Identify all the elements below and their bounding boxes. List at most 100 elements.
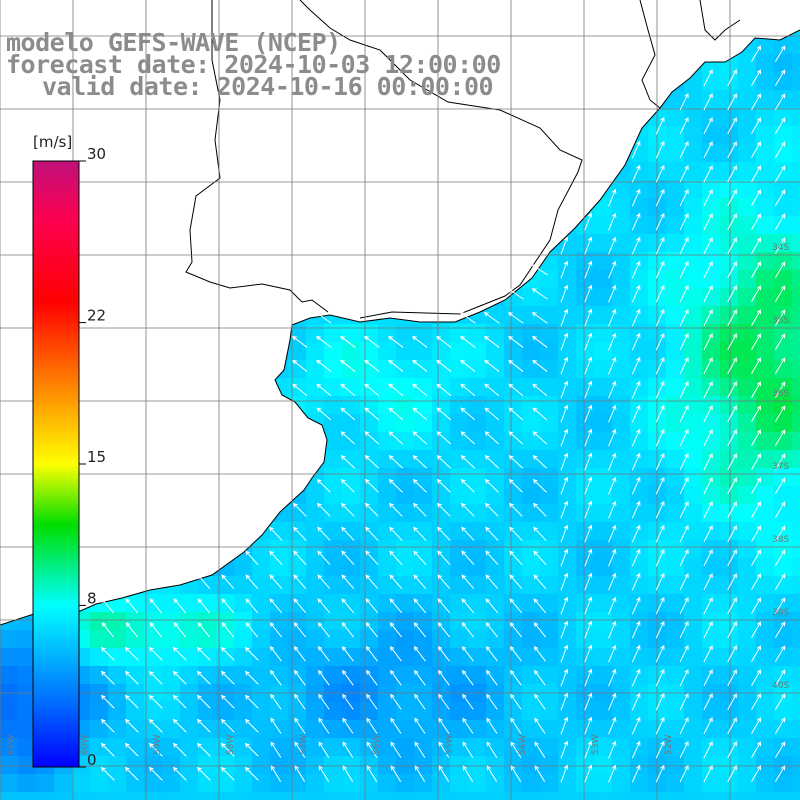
wind-arrow bbox=[340, 407, 356, 421]
wind-arrow bbox=[560, 404, 569, 423]
field-cell bbox=[450, 342, 469, 361]
longitude-label: 56W bbox=[372, 735, 382, 755]
wind-arrow bbox=[124, 646, 139, 661]
field-cell bbox=[234, 648, 253, 667]
field-cell bbox=[252, 756, 271, 775]
wind-arrow bbox=[484, 502, 499, 517]
wind-arrow bbox=[608, 380, 617, 399]
wind-arrow bbox=[460, 383, 476, 397]
field-cell bbox=[558, 288, 577, 307]
field-cell bbox=[720, 306, 739, 325]
wind-arrow bbox=[608, 188, 617, 207]
wind-arrow bbox=[751, 165, 761, 183]
field-cell bbox=[486, 666, 505, 685]
field-cell bbox=[576, 720, 595, 739]
wind-arrow bbox=[774, 117, 786, 134]
wind-arrow bbox=[388, 502, 403, 517]
wind-arrow bbox=[389, 526, 403, 541]
wind-arrow bbox=[412, 455, 427, 469]
field-cell bbox=[738, 792, 757, 800]
wind-arrow bbox=[560, 476, 569, 495]
wind-arrow bbox=[751, 717, 761, 735]
field-cell bbox=[108, 738, 127, 757]
field-cell bbox=[108, 792, 127, 800]
field-cell bbox=[702, 540, 721, 559]
wind-arrow bbox=[751, 213, 761, 231]
field-cell bbox=[684, 216, 703, 235]
wind-arrow bbox=[318, 765, 330, 782]
field-cell bbox=[324, 648, 343, 667]
field-cell bbox=[324, 612, 343, 631]
field-cell bbox=[666, 288, 685, 307]
field-cell bbox=[486, 306, 505, 325]
wind-arrow bbox=[608, 500, 617, 519]
wind-arrow bbox=[584, 332, 593, 351]
field-cell bbox=[468, 324, 487, 343]
field-cell bbox=[504, 738, 523, 757]
field-cell bbox=[486, 522, 505, 541]
field-cell bbox=[684, 702, 703, 721]
field-cell bbox=[666, 738, 685, 757]
field-cell bbox=[486, 468, 505, 487]
field-cell bbox=[162, 612, 181, 631]
wind-arrow bbox=[220, 646, 235, 661]
wind-arrow bbox=[173, 598, 187, 614]
field-cell bbox=[630, 414, 649, 433]
wind-arrow bbox=[533, 646, 546, 662]
field-cell bbox=[396, 666, 415, 685]
wind-arrow bbox=[366, 765, 378, 782]
wind-arrow bbox=[534, 741, 546, 758]
field-cell bbox=[306, 630, 325, 649]
field-cell bbox=[612, 648, 631, 667]
field-cell bbox=[18, 774, 37, 793]
field-cell bbox=[720, 234, 739, 253]
wind-arrow bbox=[584, 644, 593, 663]
field-cell bbox=[504, 792, 523, 800]
field-cell bbox=[162, 594, 181, 613]
field-cell bbox=[792, 792, 800, 800]
wind-arrow bbox=[679, 332, 689, 351]
wind-arrow bbox=[703, 717, 713, 735]
field-cell bbox=[324, 666, 343, 685]
wind-arrow bbox=[608, 476, 617, 495]
field-cell bbox=[720, 180, 739, 199]
field-cell bbox=[558, 378, 577, 397]
field-cell bbox=[234, 666, 253, 685]
wind-arrow bbox=[608, 524, 617, 543]
wind-arrow bbox=[508, 359, 524, 372]
wind-arrow bbox=[148, 742, 163, 757]
field-cell bbox=[432, 486, 451, 505]
field-cell bbox=[738, 342, 757, 361]
field-cell bbox=[702, 342, 721, 361]
wind-arrow bbox=[100, 670, 115, 685]
field-cell bbox=[540, 738, 559, 757]
field-cell bbox=[468, 450, 487, 469]
field-cell bbox=[504, 666, 523, 685]
wind-arrow bbox=[196, 742, 211, 757]
wind-arrow bbox=[631, 764, 641, 783]
wind-arrow bbox=[293, 598, 307, 614]
field-cell bbox=[252, 576, 271, 595]
wind-arrow bbox=[631, 644, 641, 663]
field-cell bbox=[684, 486, 703, 505]
wind-arrow bbox=[196, 646, 211, 661]
wind-arrow bbox=[459, 312, 476, 324]
field-cell bbox=[198, 630, 217, 649]
wind-arrow bbox=[751, 525, 761, 543]
wind-arrow bbox=[460, 407, 476, 421]
wind-arrow bbox=[294, 741, 306, 758]
longitude-label: 54W bbox=[518, 735, 528, 755]
wind-arrow bbox=[774, 717, 786, 734]
field-cell bbox=[792, 414, 800, 433]
field-cell bbox=[378, 450, 397, 469]
field-cell bbox=[270, 702, 289, 721]
wind-arrow bbox=[655, 452, 665, 471]
wind-arrow bbox=[365, 526, 379, 541]
wind-arrow bbox=[486, 741, 498, 758]
field-cell bbox=[324, 450, 343, 469]
field-cell bbox=[450, 612, 469, 631]
wind-arrow bbox=[100, 646, 115, 661]
wind-arrow bbox=[270, 669, 282, 686]
wind-arrow bbox=[631, 740, 641, 759]
field-cell bbox=[702, 720, 721, 739]
